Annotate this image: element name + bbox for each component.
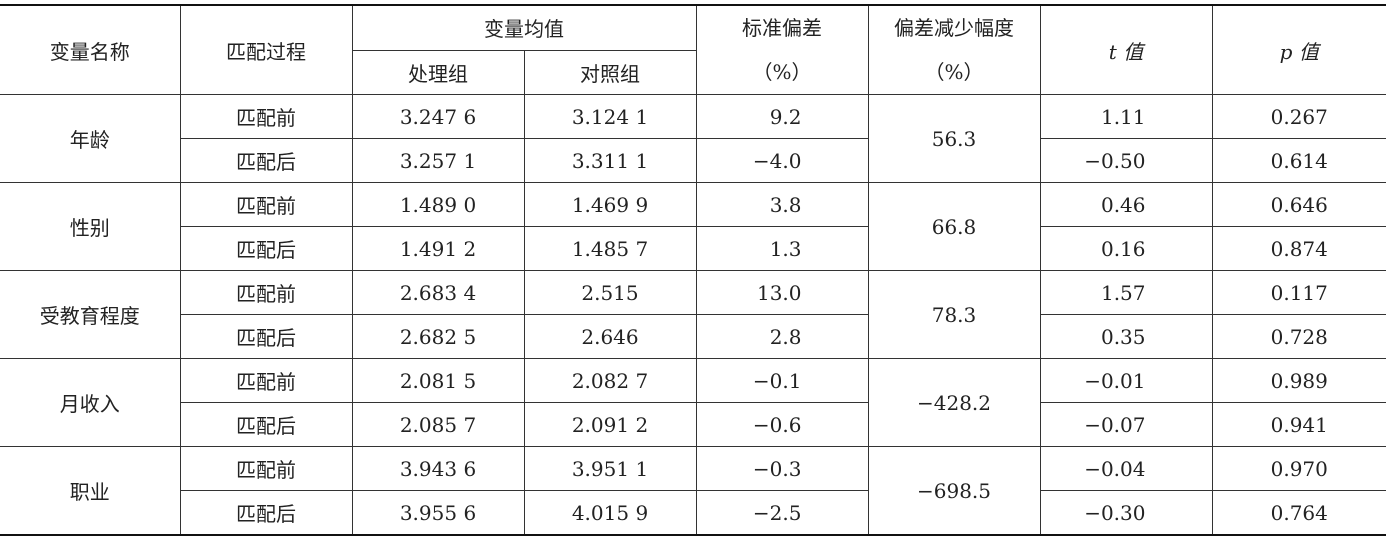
- treated-mean: 3.247 6: [351, 94, 525, 139]
- control-mean: 3.311 1: [523, 138, 697, 183]
- t-value: 1.57: [1039, 270, 1213, 315]
- header-cell: t 值: [1039, 4, 1213, 95]
- control-mean: 3.124 1: [523, 94, 697, 139]
- process-cell: 匹配后: [180, 138, 353, 183]
- treated-mean: 3.955 6: [351, 490, 525, 536]
- std-bias: −0.1: [695, 358, 869, 403]
- header-cell: 变量名称: [0, 4, 181, 95]
- std-bias: 9.2: [695, 94, 869, 139]
- header-line: （%）: [752, 60, 812, 84]
- std-bias: 3.8: [695, 182, 869, 227]
- t-value: −0.04: [1039, 446, 1213, 491]
- p-value: 0.267: [1211, 94, 1386, 139]
- t-value: −0.30: [1039, 490, 1213, 536]
- header-line: （%）: [924, 60, 984, 84]
- process-cell: 匹配前: [179, 358, 353, 403]
- t-value: −0.50: [1039, 138, 1213, 183]
- process-cell: 匹配后: [180, 226, 353, 271]
- process-cell: 匹配后: [180, 314, 353, 359]
- p-value: 0.117: [1211, 270, 1386, 315]
- variable-name: 月收入: [0, 358, 181, 447]
- header-cell: 对照组: [523, 49, 696, 95]
- treated-mean: 2.682 5: [351, 314, 525, 359]
- std-bias: −0.6: [695, 402, 869, 447]
- table-header: 变量名称 匹配过程 变量均值 标准偏差 （%） 偏差减少幅度 （%） t 值 p 值…: [0, 4, 1386, 95]
- t-value: −0.01: [1039, 358, 1213, 403]
- table-row: 月收入 匹配前 2.081 5 2.082 7 −0.1 −428.2 −0.01 0.989: [0, 358, 1386, 447]
- p-value: 0.728: [1211, 314, 1386, 359]
- variable-name: 受教育程度: [0, 270, 181, 359]
- control-mean: 4.015 9: [523, 490, 697, 536]
- table-row: 匹配后 3.257 1 3.311 1 −4.0 −0.50 0.614: [0, 138, 1386, 183]
- data-table: 变量名称 匹配过程 变量均值 标准偏差 （%） 偏差减少幅度 （%） t 值 p 值…: [0, 4, 1386, 536]
- std-bias: 2.8: [695, 314, 869, 359]
- header-cell: 匹配过程: [179, 4, 353, 95]
- table-row: 性别 匹配前 1.489 0 1.469 9 3.8 66.8 0.46 0.646: [0, 182, 1386, 271]
- bias-reduction: −698.5: [867, 446, 1041, 536]
- control-mean: 2.082 7: [523, 358, 697, 403]
- t-value: 0.35: [1039, 314, 1213, 359]
- std-bias: 1.3: [695, 226, 869, 271]
- header-row: 处理组 对照组: [0, 49, 1386, 95]
- variable-name: 职业: [0, 446, 181, 536]
- control-mean: 1.469 9: [523, 182, 697, 227]
- treated-mean: 3.943 6: [351, 446, 525, 491]
- treated-mean: 2.085 7: [351, 402, 525, 447]
- t-value: 0.46: [1039, 182, 1213, 227]
- bias-reduction: 56.3: [867, 94, 1041, 183]
- process-cell: 匹配前: [179, 446, 353, 491]
- treated-mean: 1.491 2: [351, 226, 525, 271]
- std-bias: −0.3: [695, 446, 869, 491]
- process-cell: 匹配后: [180, 402, 353, 447]
- p-value: 0.874: [1211, 226, 1386, 271]
- std-bias: −4.0: [695, 138, 869, 183]
- t-value: 1.11: [1039, 94, 1213, 139]
- treated-mean: 2.683 4: [351, 270, 525, 315]
- control-mean: 2.515: [523, 270, 697, 315]
- bias-reduction: 66.8: [867, 182, 1041, 271]
- t-value: −0.07: [1039, 402, 1213, 447]
- control-mean: 1.485 7: [523, 226, 697, 271]
- treated-mean: 1.489 0: [351, 182, 525, 227]
- p-value: 0.646: [1211, 182, 1386, 227]
- p-value: 0.989: [1211, 358, 1386, 403]
- bias-reduction: −428.2: [867, 358, 1041, 447]
- header-line: 偏差减少幅度: [894, 16, 1014, 40]
- bias-reduction: 78.3: [867, 270, 1041, 359]
- header-line: 标准偏差: [742, 16, 822, 40]
- header-cell: p 值: [1211, 4, 1386, 95]
- variable-name: 性别: [0, 182, 181, 271]
- treated-mean: 2.081 5: [351, 358, 525, 403]
- process-cell: 匹配前: [179, 94, 353, 139]
- t-value: 0.16: [1039, 226, 1213, 271]
- std-bias: −2.5: [695, 490, 869, 536]
- p-value: 0.614: [1211, 138, 1386, 183]
- treated-mean: 3.257 1: [351, 138, 525, 183]
- table-row: 匹配后 3.955 6 4.015 9 −2.5 −0.30 0.764: [0, 490, 1386, 536]
- header-cell: 变量均值: [351, 4, 697, 51]
- table-row: 匹配后 2.682 5 2.646 2.8 0.35 0.728: [0, 314, 1386, 359]
- control-mean: 3.951 1: [523, 446, 697, 491]
- control-mean: 2.646: [523, 314, 697, 359]
- process-cell: 匹配前: [179, 182, 353, 227]
- table-row: 匹配后 2.085 7 2.091 2 −0.6 −0.07 0.941: [0, 402, 1386, 447]
- table-body: 年龄 匹配前 3.247 6 3.124 1 9.2 56.3 1.11 0.267 匹配后 3.…: [0, 94, 1386, 536]
- table-row: 匹配后 1.491 2 1.485 7 1.3 0.16 0.874: [0, 226, 1386, 271]
- p-value: 0.764: [1211, 490, 1386, 536]
- variable-name: 年龄: [0, 94, 181, 183]
- header-cell: 标准偏差 （%）: [695, 4, 869, 95]
- process-cell: 匹配前: [179, 270, 353, 315]
- table-row: 职业 匹配前 3.943 6 3.951 1 −0.3 −698.5 −0.04 0.970: [0, 446, 1386, 536]
- table-row: 年龄 匹配前 3.247 6 3.124 1 9.2 56.3 1.11 0.267: [0, 94, 1386, 183]
- header-cell: 偏差减少幅度 （%）: [867, 4, 1041, 95]
- header-row: 变量名称 匹配过程 变量均值 标准偏差 （%） 偏差减少幅度 （%） t 值 p 值: [0, 4, 1386, 95]
- header-cell: 处理组: [352, 49, 525, 95]
- p-value: 0.970: [1211, 446, 1386, 491]
- std-bias: 13.0: [695, 270, 869, 315]
- process-cell: 匹配后: [180, 490, 353, 536]
- table-row: 受教育程度 匹配前 2.683 4 2.515 13.0 78.3 1.57 0.117: [0, 270, 1386, 359]
- p-value: 0.941: [1211, 402, 1386, 447]
- control-mean: 2.091 2: [523, 402, 697, 447]
